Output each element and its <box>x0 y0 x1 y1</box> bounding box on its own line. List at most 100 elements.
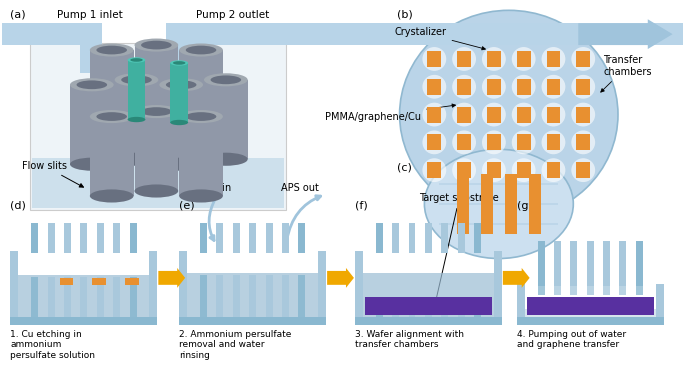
Text: APS out: APS out <box>282 183 319 193</box>
FancyBboxPatch shape <box>363 273 494 317</box>
Ellipse shape <box>179 43 223 56</box>
FancyBboxPatch shape <box>587 242 594 286</box>
FancyBboxPatch shape <box>427 51 441 67</box>
FancyBboxPatch shape <box>216 223 223 253</box>
FancyBboxPatch shape <box>80 277 88 317</box>
Circle shape <box>571 131 595 154</box>
FancyBboxPatch shape <box>505 174 516 234</box>
FancyBboxPatch shape <box>441 223 448 253</box>
FancyBboxPatch shape <box>282 223 289 253</box>
Text: PMMA/graphene/Cu: PMMA/graphene/Cu <box>325 104 456 121</box>
FancyBboxPatch shape <box>474 223 481 253</box>
FancyBboxPatch shape <box>134 45 178 124</box>
FancyBboxPatch shape <box>392 223 399 253</box>
FancyBboxPatch shape <box>166 23 682 45</box>
FancyBboxPatch shape <box>92 278 106 285</box>
FancyBboxPatch shape <box>149 251 158 325</box>
FancyBboxPatch shape <box>439 203 558 205</box>
FancyBboxPatch shape <box>179 50 223 129</box>
Ellipse shape <box>179 189 223 202</box>
FancyBboxPatch shape <box>3 23 102 45</box>
FancyBboxPatch shape <box>554 283 561 295</box>
Circle shape <box>512 75 536 99</box>
Text: 2. Ammonium persulfate
removal and water
rinsing: 2. Ammonium persulfate removal and water… <box>179 330 292 360</box>
FancyBboxPatch shape <box>80 223 88 253</box>
Ellipse shape <box>70 158 114 171</box>
FancyBboxPatch shape <box>458 223 464 253</box>
FancyBboxPatch shape <box>200 275 207 317</box>
FancyBboxPatch shape <box>576 79 590 95</box>
Ellipse shape <box>114 153 158 166</box>
Text: (b): (b) <box>397 9 412 19</box>
FancyBboxPatch shape <box>114 80 158 159</box>
FancyBboxPatch shape <box>619 283 626 295</box>
FancyBboxPatch shape <box>538 242 545 286</box>
Ellipse shape <box>134 118 178 131</box>
FancyBboxPatch shape <box>169 43 191 73</box>
Ellipse shape <box>77 80 107 89</box>
FancyBboxPatch shape <box>571 283 577 295</box>
FancyBboxPatch shape <box>18 275 149 317</box>
Circle shape <box>423 131 446 154</box>
FancyArrow shape <box>158 268 185 288</box>
Circle shape <box>512 103 536 126</box>
Circle shape <box>512 47 536 71</box>
Circle shape <box>482 158 506 182</box>
Text: Flow slits: Flow slits <box>23 161 84 187</box>
Ellipse shape <box>425 149 573 258</box>
FancyBboxPatch shape <box>619 242 626 286</box>
Ellipse shape <box>127 57 145 63</box>
FancyBboxPatch shape <box>80 43 102 73</box>
FancyBboxPatch shape <box>160 85 203 164</box>
Text: (f): (f) <box>355 201 368 211</box>
FancyBboxPatch shape <box>70 85 114 164</box>
Circle shape <box>452 47 476 71</box>
FancyBboxPatch shape <box>516 107 531 122</box>
FancyBboxPatch shape <box>113 223 120 253</box>
FancyBboxPatch shape <box>571 242 577 286</box>
FancyBboxPatch shape <box>282 275 289 317</box>
FancyBboxPatch shape <box>32 158 284 208</box>
FancyBboxPatch shape <box>457 51 471 67</box>
FancyBboxPatch shape <box>487 134 501 150</box>
FancyBboxPatch shape <box>249 223 256 253</box>
FancyBboxPatch shape <box>171 63 188 122</box>
Ellipse shape <box>166 80 197 89</box>
FancyBboxPatch shape <box>481 174 493 234</box>
FancyBboxPatch shape <box>113 277 120 317</box>
Text: Target substrate: Target substrate <box>419 193 499 303</box>
FancyArrow shape <box>578 19 673 49</box>
FancyBboxPatch shape <box>576 107 590 122</box>
FancyBboxPatch shape <box>603 283 610 295</box>
Ellipse shape <box>186 112 216 121</box>
FancyBboxPatch shape <box>318 251 326 325</box>
Ellipse shape <box>134 184 178 197</box>
Text: (g): (g) <box>516 201 533 211</box>
FancyBboxPatch shape <box>266 275 273 317</box>
Ellipse shape <box>160 158 203 171</box>
FancyBboxPatch shape <box>527 297 653 315</box>
FancyBboxPatch shape <box>129 223 136 253</box>
Ellipse shape <box>70 78 114 91</box>
Text: (c): (c) <box>397 162 412 172</box>
FancyBboxPatch shape <box>656 284 664 325</box>
FancyBboxPatch shape <box>576 162 590 178</box>
Circle shape <box>452 131 476 154</box>
FancyBboxPatch shape <box>32 223 38 253</box>
FancyArrow shape <box>503 268 530 288</box>
Ellipse shape <box>160 78 203 91</box>
FancyBboxPatch shape <box>529 174 540 234</box>
FancyBboxPatch shape <box>516 51 531 67</box>
Circle shape <box>452 158 476 182</box>
FancyBboxPatch shape <box>30 43 286 210</box>
Circle shape <box>571 103 595 126</box>
Circle shape <box>482 131 506 154</box>
FancyBboxPatch shape <box>538 283 545 295</box>
FancyBboxPatch shape <box>458 297 464 317</box>
Text: Transfer
chambers: Transfer chambers <box>601 55 651 92</box>
Circle shape <box>482 103 506 126</box>
Text: (e): (e) <box>179 201 195 211</box>
FancyBboxPatch shape <box>129 277 136 317</box>
Ellipse shape <box>179 123 223 136</box>
FancyBboxPatch shape <box>525 309 656 317</box>
